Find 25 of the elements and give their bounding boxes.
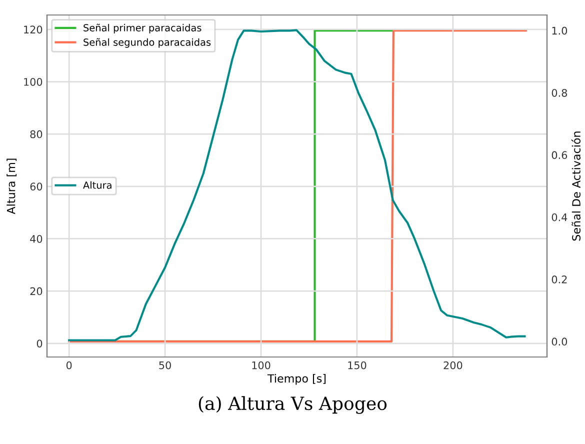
text: (a) Altura Vs Apogeo (198, 396, 387, 414)
x-tick-label: 50 (159, 361, 171, 370)
y2-tick-label: 0.8 (552, 88, 568, 97)
y2-tick-label: 0.4 (552, 213, 568, 222)
y-tick-label: 120 (24, 26, 42, 34)
x-tick-label: 100 (252, 361, 270, 370)
legend-label: Señal segundo paracaidas (84, 38, 211, 48)
legend-label: Altura (83, 181, 112, 189)
y-tick-label: 100 (24, 78, 42, 86)
y-tick-label: 60 (30, 182, 42, 190)
y2-tick-label: 1.0 (552, 26, 568, 35)
y-tick-label: 40 (30, 234, 42, 243)
y2-tick-label: 0.6 (552, 151, 568, 160)
x-tick-label: 0 (66, 361, 72, 370)
y2-tick-label: 0.2 (552, 276, 567, 284)
y-tick-label: 20 (30, 287, 42, 296)
y2-tick-label: 0.0 (552, 338, 568, 346)
y2-axis-title: Señal De Activación (571, 132, 580, 241)
y-tick-label: 80 (30, 130, 42, 138)
y-axis-title: Altura [m] (6, 158, 17, 214)
x-tick-label: 150 (348, 361, 366, 370)
x-axis-title: Tiempo [s] (267, 374, 326, 385)
legend-label: Señal primer paracaidas (84, 24, 202, 34)
y-tick-label: 0 (36, 340, 42, 348)
x-tick-label: 200 (444, 361, 462, 370)
